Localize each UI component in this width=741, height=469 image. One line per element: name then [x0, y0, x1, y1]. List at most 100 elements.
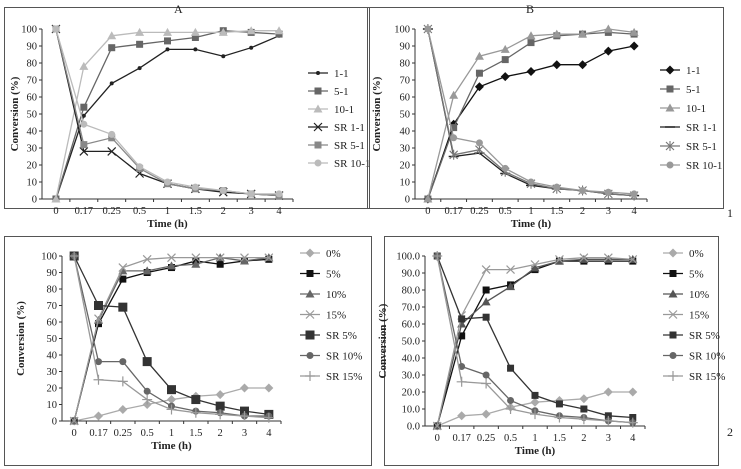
legend-marker [305, 248, 315, 258]
data-point [526, 67, 536, 76]
data-point [119, 275, 127, 283]
data-point [424, 25, 432, 33]
chart-1A: 0 10 20 30 40 50 60 70 80 90 100 0 0.17 0.25 0.5 1 1.5 2 3… [4, 7, 370, 230]
data-point [165, 47, 170, 52]
y-tick-label: 80 [47, 285, 58, 296]
legend-item: 1-1 [308, 68, 349, 80]
data-point [456, 376, 467, 387]
legend-item: 10-1 [308, 104, 354, 116]
data-point [219, 187, 227, 194]
data-point [95, 358, 102, 366]
x-tick-label: 0.25 [114, 428, 132, 439]
y-tick-label: 50.0 [402, 337, 420, 348]
x-tick-label: 1.5 [189, 428, 202, 439]
x-tick-label: 0.17 [75, 206, 93, 217]
data-point [603, 254, 613, 263]
data-point [69, 251, 80, 261]
y-tick-label: 20 [400, 161, 411, 172]
y-tick-label: 90 [27, 42, 38, 53]
data-point [604, 412, 612, 420]
legend-item: 5-1 [660, 84, 701, 96]
data-point [432, 421, 442, 431]
data-point [554, 256, 564, 265]
data-point [215, 253, 225, 263]
data-point [52, 25, 60, 33]
series-15- [432, 253, 638, 431]
chart-2B: 0.0 10.0 20.0 30.0 40.0 50.0 60.0 70.0 80.0 90.0 1… [377, 236, 725, 466]
data-point [630, 190, 638, 198]
data-point [136, 163, 144, 171]
column-label-b: B [526, 2, 535, 16]
data-point [191, 34, 199, 41]
data-point [136, 40, 144, 48]
data-point [264, 253, 274, 263]
legend-label: SR 5-1 [334, 140, 365, 152]
data-point [604, 188, 612, 196]
data-point [142, 266, 152, 275]
data-point [191, 183, 199, 191]
data-point [482, 313, 490, 321]
x-tick-label: 0.25 [470, 206, 488, 217]
data-point [458, 332, 466, 340]
row-label-1: 1 [727, 206, 733, 220]
legend-marker [313, 104, 323, 113]
y-tick-label: 70 [27, 76, 38, 87]
legend-label: 10% [326, 289, 346, 301]
data-point [628, 254, 638, 264]
y-tick-label: 0 [32, 195, 37, 206]
series-10-1 [423, 24, 639, 203]
x-tick-label: 4 [276, 206, 282, 217]
y-tick-label: 70 [47, 301, 58, 312]
legend-label: SR 5% [326, 330, 357, 342]
data-point [481, 378, 492, 389]
data-point [167, 385, 176, 395]
data-point [191, 259, 201, 268]
x-tick-label: 1 [528, 206, 533, 217]
data-point [579, 187, 587, 194]
data-point [142, 254, 152, 264]
legend-item: SR 15% [300, 371, 362, 383]
chart-1B: 0 10 20 30 40 50 60 70 80 90 100 0 0.17 0.25 0.5 1 1.5 2 3… [367, 7, 724, 230]
x-tick-label: 4 [266, 428, 272, 439]
legend-marker [668, 371, 678, 381]
legend-marker [305, 289, 315, 298]
legend-item: SR 10% [300, 351, 362, 363]
data-point [109, 81, 114, 86]
data-point [240, 383, 249, 393]
data-point [506, 282, 516, 291]
y-tick-label: 50 [27, 110, 38, 121]
data-point [603, 415, 614, 426]
x-tick-label: 0.5 [133, 206, 146, 217]
y-tick-label: 80.0 [402, 286, 420, 297]
y-tick-label: 50 [400, 110, 411, 121]
legend-label: SR 1-1 [334, 122, 365, 134]
legend-label: 0% [326, 248, 341, 260]
data-point [108, 130, 116, 138]
x-tick-label: 0.25 [103, 206, 121, 217]
panel-frame [384, 236, 719, 466]
legend-label: 10-1 [334, 104, 354, 116]
y-tick-label: 20.0 [402, 388, 420, 399]
data-point [264, 383, 274, 393]
x-tick-label: 4 [630, 433, 636, 444]
x-tick-label: 0.17 [452, 433, 470, 444]
data-point [94, 301, 103, 310]
legend-label: 15% [326, 310, 346, 322]
series-15- [69, 253, 274, 426]
data-point [167, 253, 176, 263]
data-point [527, 39, 535, 47]
data-point [246, 26, 256, 35]
data-point [506, 265, 515, 275]
chart-2A: 0 10 20 30 40 50 60 70 80 90 100 0 0.17 0.25 0.5 1 1.5 2 3… [4, 236, 372, 466]
legend-marker [306, 270, 314, 277]
data-point [450, 124, 458, 132]
y-tick-label: 40 [27, 127, 38, 138]
legend-marker [669, 331, 677, 339]
data-point [215, 390, 225, 400]
data-point [143, 387, 151, 395]
x-tick-label: 0 [425, 206, 430, 217]
data-point [432, 251, 443, 261]
legend-marker [665, 103, 675, 112]
data-point [167, 261, 176, 270]
data-point [555, 400, 563, 408]
